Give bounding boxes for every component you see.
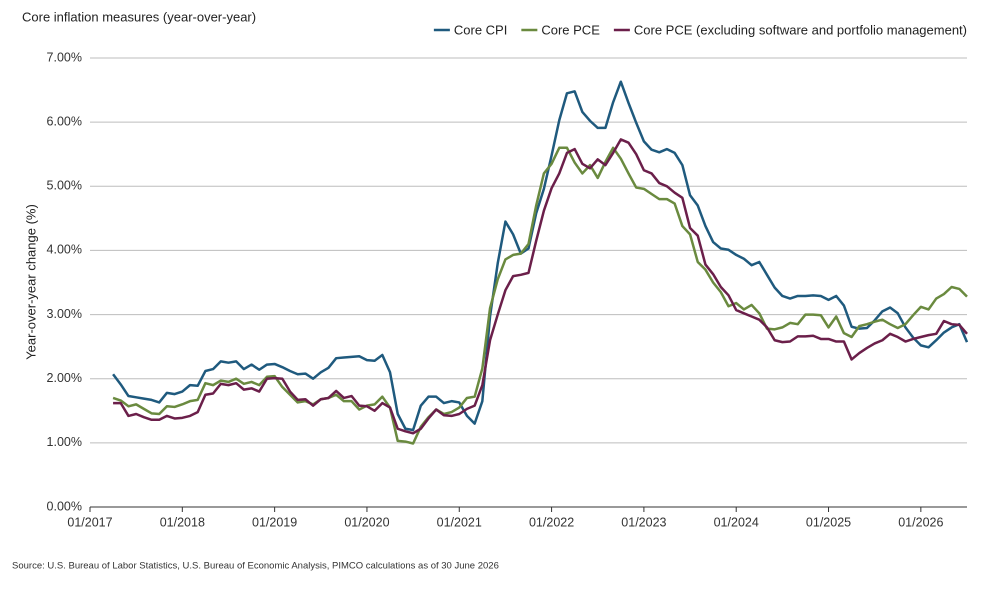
series-line	[113, 138, 968, 435]
series-line	[112, 146, 968, 445]
y-tick-label: 0.00%	[47, 499, 82, 513]
y-tick-label: 5.00%	[47, 179, 82, 193]
x-tick-label: 01/2019	[252, 515, 297, 529]
legend-label: Core CPI	[454, 22, 507, 37]
y-tick-label: 6.00%	[47, 114, 82, 128]
y-tick-label: 4.00%	[47, 243, 82, 257]
y-axis-label: Year-over-year change (%)	[23, 204, 38, 360]
y-tick-label: 3.00%	[47, 307, 82, 321]
source-note: Source: U.S. Bureau of Labor Statistics,…	[12, 561, 499, 572]
x-tick-label: 01/2026	[898, 515, 943, 529]
legend-label: Core PCE	[541, 22, 600, 37]
x-tick-label: 01/2021	[437, 515, 482, 529]
x-tick-label: 01/2020	[344, 515, 389, 529]
x-tick-label: 01/2018	[160, 515, 205, 529]
legend-label: Core PCE (excluding software and portfol…	[634, 22, 967, 37]
x-tick-label: 01/2023	[621, 515, 666, 529]
y-tick-label: 1.00%	[47, 435, 82, 449]
x-tick-label: 01/2024	[714, 515, 759, 529]
x-tick-label: 01/2022	[529, 515, 574, 529]
series-line	[112, 80, 969, 432]
x-tick-label: 01/2025	[806, 515, 851, 529]
y-tick-label: 7.00%	[47, 50, 82, 64]
chart-title: Core inflation measures (year-over-year)	[22, 9, 256, 24]
y-tick-label: 2.00%	[47, 371, 82, 385]
x-tick-label: 01/2017	[67, 515, 112, 529]
